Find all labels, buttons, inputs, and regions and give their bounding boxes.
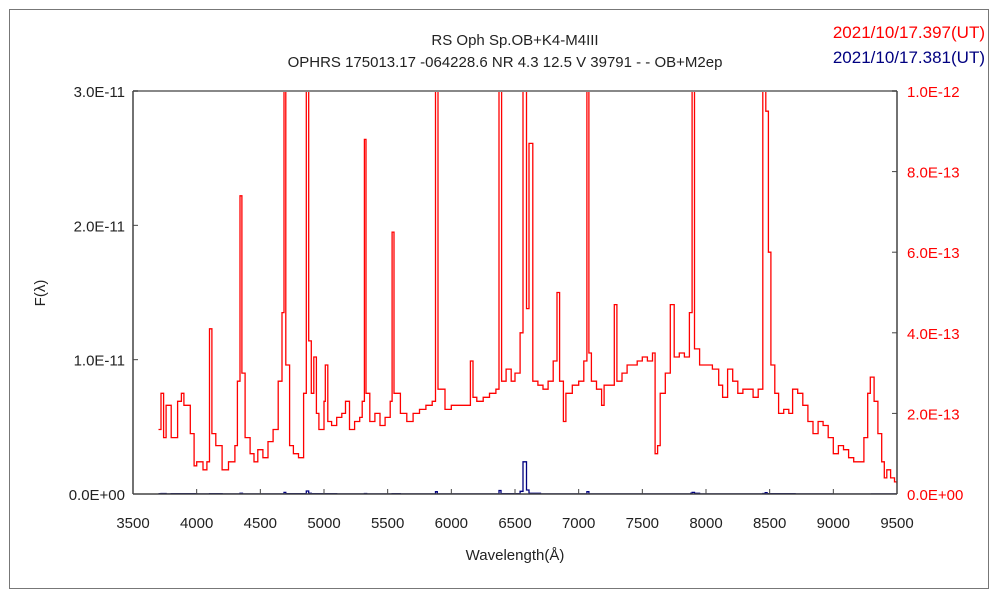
x-tick-label: 7500 — [626, 515, 659, 532]
y-right-tick-label: 1.0E-12 — [907, 84, 960, 101]
legend-red-series: 2021/10/17.397(UT) — [833, 23, 985, 42]
x-tick-label: 3500 — [116, 515, 149, 532]
x-tick-label: 4500 — [244, 515, 277, 532]
x-tick-label: 6000 — [435, 515, 468, 532]
chart-title: RS Oph Sp.OB+K4-M4III — [431, 32, 598, 49]
chart-subtitle: OPHRS 175013.17 -064228.6 NR 4.3 12.5 V … — [288, 54, 723, 71]
x-tick-label: 8500 — [753, 515, 786, 532]
x-tick-label: 9000 — [817, 515, 850, 532]
y-left-tick-label: 2.0E-11 — [74, 218, 125, 235]
x-axis-label: Wavelength(Å) — [466, 547, 565, 564]
x-tick-label: 5000 — [307, 515, 340, 532]
x-tick-label: 5500 — [371, 515, 404, 532]
y-right-tick-label: 4.0E-13 — [907, 326, 960, 343]
y-left-tick-label: 0.0E+00 — [69, 487, 125, 504]
x-tick-label: 6500 — [498, 515, 531, 532]
x-tick-label: 9500 — [880, 515, 913, 532]
y-right-tick-label: 2.0E-13 — [907, 406, 960, 423]
chart-frame — [9, 9, 989, 589]
y-right-tick-label: 8.0E-13 — [907, 165, 960, 182]
y-left-tick-label: 3.0E-11 — [74, 84, 125, 101]
y-right-tick-label: 0.0E+00 — [907, 487, 963, 504]
y-right-tick-label: 6.0E-13 — [907, 245, 960, 262]
y-left-tick-label: 1.0E-11 — [74, 353, 125, 370]
x-tick-label: 7000 — [562, 515, 595, 532]
legend-blue-series: 2021/10/17.381(UT) — [833, 48, 985, 67]
series-line-red — [158, 91, 897, 484]
x-tick-label: 8000 — [689, 515, 722, 532]
y-axis-label: F(λ) — [32, 280, 49, 307]
x-tick-label: 4000 — [180, 515, 213, 532]
series-line-blue — [158, 461, 897, 494]
